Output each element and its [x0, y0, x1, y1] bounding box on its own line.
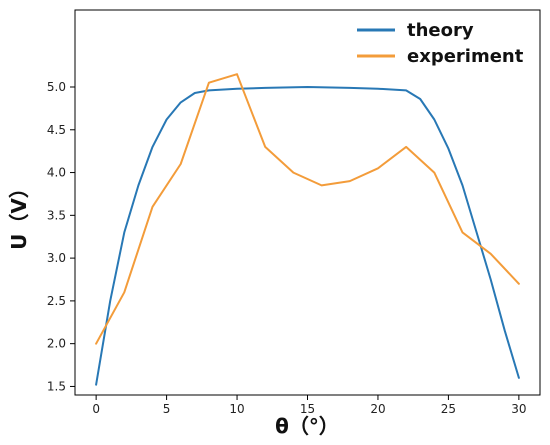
legend: theory experiment — [357, 20, 524, 67]
y-axis-label: U（V） — [7, 178, 31, 250]
x-tick-label: 5 — [163, 402, 171, 416]
y-tick-label: 3.5 — [47, 208, 66, 222]
y-tick-label: 2.5 — [47, 294, 66, 308]
y-tick-label: 2.0 — [47, 337, 66, 351]
y-ticks: 1.5 2.0 2.5 3.0 3.5 4.0 4.5 5.0 — [47, 80, 75, 393]
series-line-theory — [95, 86, 520, 386]
x-tick-label: 25 — [441, 402, 456, 416]
x-tick-label: 0 — [92, 402, 100, 416]
series-line-experiment — [95, 73, 520, 345]
legend-label-experiment: experiment — [407, 46, 524, 67]
legend-label-theory: theory — [407, 20, 474, 41]
y-tick-label: 5.0 — [47, 80, 66, 94]
y-tick-label: 4.0 — [47, 166, 66, 180]
x-tick-label: 10 — [229, 402, 244, 416]
x-tick-label: 15 — [300, 402, 315, 416]
x-tick-label: 30 — [511, 402, 526, 416]
y-tick-label: 1.5 — [47, 379, 66, 393]
y-tick-label: 4.5 — [47, 123, 66, 137]
y-tick-label: 3.0 — [47, 251, 66, 265]
x-axis-label: θ（°） — [275, 414, 339, 438]
plot-frame — [74, 9, 541, 396]
x-ticks: 0 5 10 15 20 25 30 — [92, 395, 527, 416]
series-layer — [95, 73, 520, 386]
x-tick-label: 20 — [370, 402, 385, 416]
